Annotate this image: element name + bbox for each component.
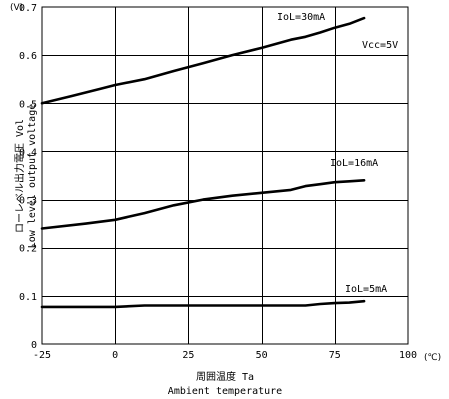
series-label-30ma: IoL=30mA [277, 12, 325, 23]
x-tick-label: 0 [112, 350, 118, 361]
y-tick-label: 0.4 [19, 147, 37, 158]
x-tick-label: 75 [329, 350, 341, 361]
y-tick-label: 0.3 [19, 196, 37, 207]
x-tick-label: 100 [399, 350, 417, 361]
series-label-5ma: IoL=5mA [345, 284, 387, 295]
x-tick-label: 50 [256, 350, 268, 361]
x-axis-title-en: Ambient temperature [168, 386, 282, 397]
y-axis-title-en: Low level output voltage [27, 104, 38, 249]
y-axis-title-jp: ローレベル出力電圧 Vol [13, 119, 26, 233]
x-tick-label: -25 [33, 350, 51, 361]
series-line-2 [40, 299, 366, 309]
x-axis-title-jp: 周囲温度 Ta [196, 370, 254, 383]
x-axis-unit: (℃) [424, 353, 441, 363]
condition-label: Vcc=5V [362, 40, 398, 51]
grid-lines [42, 7, 408, 344]
y-tick-label: 0.7 [19, 3, 37, 14]
x-tick-label: 25 [182, 350, 194, 361]
y-axis-unit: (V) [10, 3, 23, 13]
y-tick-label: 0.2 [19, 244, 37, 255]
y-tick-label: 0.1 [19, 292, 37, 303]
y-tick-label: 0.6 [19, 51, 37, 62]
series-line-0 [40, 16, 366, 105]
plot-frame [41, 6, 409, 345]
series-group [40, 16, 366, 309]
series-line-1 [40, 179, 366, 230]
y-tick-label: 0.5 [19, 99, 37, 110]
y-tick-label: 0 [31, 340, 37, 351]
series-label-16ma: IoL=16mA [330, 158, 378, 169]
